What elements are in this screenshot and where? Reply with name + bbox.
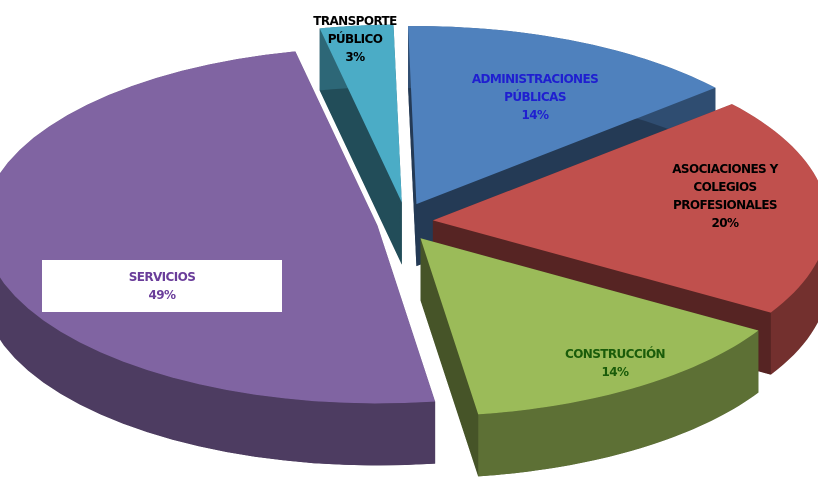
slice-top — [408, 26, 716, 205]
category-name: ASOCIACIONES Y COLEGIOS PROFESIONALES — [672, 162, 778, 212]
value-label: 20% — [711, 216, 740, 230]
slice-wall — [420, 238, 479, 477]
value-label: 3% — [345, 50, 365, 64]
slice-label: SERVICIOS 49% — [42, 260, 282, 312]
category-name: SERVICIOS — [128, 270, 196, 284]
slice-label: CONSTRUCCIÓN 14% — [540, 345, 690, 381]
slice-top — [0, 51, 436, 404]
slice-rim — [478, 330, 759, 477]
slice-top — [420, 238, 759, 415]
slice-label: ADMINISTRACIONES PÚBLICAS 14% — [455, 70, 615, 124]
value-label: 14% — [521, 108, 550, 122]
slice-label: ASOCIACIONES Y COLEGIOS PROFESIONALES 20% — [655, 160, 795, 232]
category-name: TRANSPORTE PÚBLICO — [313, 14, 397, 46]
category-name: CONSTRUCCIÓN — [565, 347, 666, 361]
slice-label: TRANSPORTE PÚBLICO 3% — [290, 12, 420, 66]
slice-top — [432, 104, 818, 313]
category-name: ADMINISTRACIONES PÚBLICAS — [471, 72, 599, 104]
value-label: 14% — [601, 365, 630, 379]
value-label: 49% — [148, 288, 177, 302]
slice-top — [319, 24, 402, 203]
